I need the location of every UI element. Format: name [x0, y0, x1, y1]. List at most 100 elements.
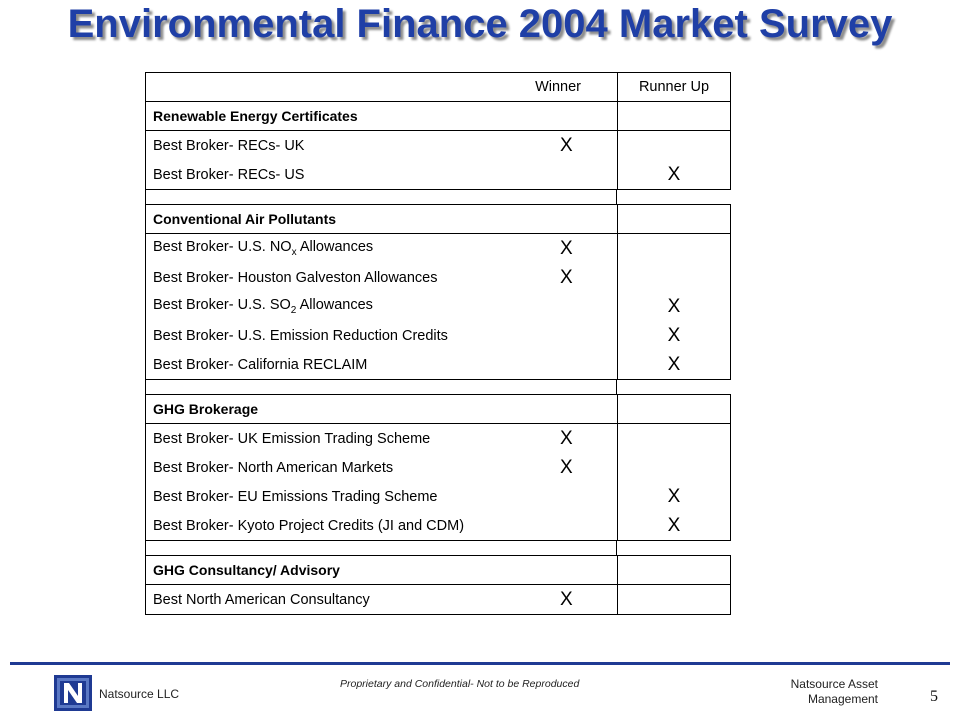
- runner-up-cell: X: [617, 292, 731, 321]
- header-runner-up-cell: Runner Up: [617, 73, 731, 101]
- row-label-cell: Best Broker- EU Emissions Trading Scheme: [145, 482, 617, 511]
- category-runner-up-cell: [617, 395, 731, 423]
- row-label-sub: 2: [290, 304, 297, 316]
- category-runner-up-cell: [617, 205, 731, 233]
- runner-up-cell: [617, 424, 731, 453]
- winner-mark: X: [560, 266, 573, 288]
- runner-up-mark: X: [667, 295, 681, 317]
- runner-up-cell: [617, 263, 731, 292]
- page-title: Environmental Finance 2004 Market Survey: [67, 2, 893, 46]
- header-runner-up: Runner Up: [638, 79, 710, 95]
- runner-up-cell: X: [617, 511, 731, 540]
- table-row: Best Broker- RECs- US X: [145, 160, 731, 190]
- category-label: GHG Brokerage: [153, 401, 259, 417]
- table-row: Best Broker- U.S. SO2 Allowances X: [145, 292, 731, 321]
- row-label-sub: x: [291, 246, 297, 258]
- runner-up-cell: [617, 234, 731, 263]
- table-row: Best Broker- North American Markets X: [145, 453, 731, 482]
- category-label-cell: GHG Brokerage: [145, 395, 617, 423]
- table-row: Best Broker- RECs- UK X: [145, 131, 731, 160]
- survey-table: Winner Runner Up Renewable Energy Certif…: [145, 72, 731, 615]
- table-row: Best Broker- Houston Galveston Allowance…: [145, 263, 731, 292]
- category-runner-up-cell: [617, 102, 731, 130]
- row-label-cell: Best Broker- U.S. Emission Reduction Cre…: [145, 321, 617, 350]
- category-label: Renewable Energy Certificates: [153, 108, 358, 124]
- section-spacer: [145, 190, 731, 205]
- row-label-prefix: Best Broker- U.S. SO: [153, 297, 291, 314]
- winner-mark: X: [560, 456, 573, 478]
- row-label-prefix: Best Broker- U.S. NO: [153, 239, 292, 256]
- section-spacer: [145, 380, 731, 395]
- row-label-cell: Best North American Consultancy X: [145, 585, 617, 614]
- row-label: Best Broker- EU Emissions Trading Scheme: [153, 488, 438, 505]
- spacer-cell: [145, 541, 617, 555]
- category-label: Conventional Air Pollutants: [153, 211, 337, 227]
- runner-up-mark: X: [667, 514, 681, 536]
- table-row: Best Broker- U.S. NOx Allowances X: [145, 234, 731, 263]
- row-label: Best Broker- U.S. Emission Reduction Cre…: [153, 327, 448, 344]
- runner-up-cell: X: [617, 321, 731, 350]
- runner-up-cell: [617, 585, 731, 614]
- category-label-cell: GHG Consultancy/ Advisory: [145, 556, 617, 584]
- runner-up-cell: X: [617, 160, 731, 189]
- table-header-row: Winner Runner Up: [145, 73, 731, 102]
- table-row: Best North American Consultancy X: [145, 585, 731, 615]
- footer-company: Natsource LLC: [99, 687, 180, 701]
- runner-up-mark: X: [667, 485, 681, 507]
- category-row: GHG Consultancy/ Advisory: [145, 556, 731, 585]
- runner-up-mark: X: [667, 324, 681, 346]
- row-label-cell: Best Broker- Kyoto Project Credits (JI a…: [145, 511, 617, 540]
- row-label: Best Broker- California RECLAIM: [153, 356, 368, 373]
- row-label-suffix: Allowances: [296, 239, 374, 256]
- category-row: GHG Brokerage: [145, 395, 731, 424]
- winner-mark: X: [560, 134, 573, 156]
- row-label-cell: Best Broker- UK Emission Trading Scheme X: [145, 424, 617, 453]
- page-number: 5: [930, 688, 938, 705]
- row-label: Best Broker- U.S. NOx Allowances: [153, 239, 373, 258]
- category-label-cell: Conventional Air Pollutants: [145, 205, 617, 233]
- footer-confidential: Proprietary and Confidential- Not to be …: [340, 678, 580, 690]
- table-row: Best Broker- California RECLAIM X: [145, 350, 731, 380]
- row-label: Best Broker- Houston Galveston Allowance…: [153, 269, 438, 286]
- runner-up-cell: [617, 453, 731, 482]
- row-label-cell: Best Broker- Houston Galveston Allowance…: [145, 263, 617, 292]
- row-label-suffix: Allowances: [296, 297, 373, 314]
- category-label-cell: Renewable Energy Certificates: [145, 102, 617, 130]
- row-label: Best Broker- UK Emission Trading Scheme: [153, 430, 431, 447]
- category-row: Conventional Air Pollutants: [145, 205, 731, 234]
- runner-up-cell: X: [617, 482, 731, 511]
- row-label: Best Broker- Kyoto Project Credits (JI a…: [153, 517, 465, 534]
- row-label: Best North American Consultancy: [153, 591, 370, 608]
- spacer-cell: [145, 190, 617, 204]
- category-row: Renewable Energy Certificates: [145, 102, 731, 131]
- category-label: GHG Consultancy/ Advisory: [153, 562, 340, 578]
- runner-up-cell: [617, 131, 731, 160]
- winner-mark: X: [560, 427, 573, 449]
- row-label: Best Broker- North American Markets: [153, 459, 394, 476]
- winner-mark: X: [560, 237, 573, 259]
- header-winner-cell: Winner: [145, 73, 617, 101]
- footer-asset-management: Natsource Asset Management: [791, 677, 878, 707]
- table-row: Best Broker- EU Emissions Trading Scheme…: [145, 482, 731, 511]
- row-label-cell: Best Broker- U.S. NOx Allowances X: [145, 234, 617, 263]
- header-winner: Winner: [535, 79, 581, 95]
- row-label-cell: Best Broker- RECs- US: [145, 160, 617, 189]
- runner-up-mark: X: [667, 163, 681, 185]
- runner-up-cell: X: [617, 350, 731, 379]
- runner-up-mark: X: [667, 353, 681, 375]
- row-label: Best Broker- RECs- US: [153, 166, 305, 183]
- row-label-cell: Best Broker- North American Markets X: [145, 453, 617, 482]
- footer-right-line1: Natsource Asset: [790, 677, 878, 691]
- category-runner-up-cell: [617, 556, 731, 584]
- row-label-cell: Best Broker- U.S. SO2 Allowances: [145, 292, 617, 321]
- footer-right-line2: Management: [807, 692, 878, 706]
- table-body: Renewable Energy Certificates Best Broker…: [145, 102, 731, 615]
- footer-rule: [10, 662, 950, 665]
- spacer-cell: [145, 380, 617, 394]
- row-label: Best Broker- U.S. SO2 Allowances: [153, 297, 373, 316]
- table-row: Best Broker- Kyoto Project Credits (JI a…: [145, 511, 731, 541]
- row-label-cell: Best Broker- California RECLAIM: [145, 350, 617, 379]
- table-row: Best Broker- U.S. Emission Reduction Cre…: [145, 321, 731, 350]
- row-label: Best Broker- RECs- UK: [153, 137, 305, 154]
- natsource-logo-icon: [54, 675, 92, 711]
